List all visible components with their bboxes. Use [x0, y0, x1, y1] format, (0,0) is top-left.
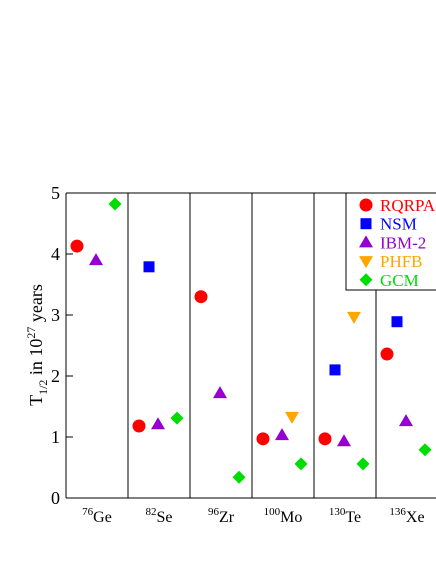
marker — [232, 470, 246, 484]
marker — [391, 316, 403, 328]
ylabel-part: years — [26, 284, 46, 326]
x-tick-label: 136Xe — [389, 506, 424, 526]
y-axis-label: T1/2 in 1027 years — [24, 284, 50, 406]
ylabel-part: 1/2 — [36, 380, 50, 395]
legend-box — [345, 192, 436, 291]
legend-label: GCM — [380, 271, 419, 290]
marker — [347, 311, 361, 324]
legend-marker — [359, 198, 373, 212]
mass-number: 82 — [146, 506, 157, 518]
element-symbol: Mo — [280, 509, 302, 526]
y-tick-label: 2 — [51, 366, 60, 386]
marker — [418, 443, 432, 457]
x-tick-label: 82Se — [146, 506, 173, 526]
ylabel-part: T — [26, 395, 46, 406]
marker — [356, 457, 370, 471]
marker — [143, 261, 155, 273]
marker — [256, 432, 270, 446]
element-symbol: Zr — [219, 509, 235, 526]
marker — [337, 434, 351, 447]
x-tick-label: 100Mo — [264, 506, 303, 526]
marker — [170, 411, 184, 425]
marker — [108, 197, 122, 211]
x-tick-label: 76Ge — [82, 506, 112, 526]
element-symbol: Se — [157, 509, 173, 526]
marker — [380, 347, 394, 361]
mass-number: 100 — [264, 506, 281, 518]
legend-marker — [359, 235, 373, 248]
y-tick-label: 4 — [51, 244, 60, 264]
marker — [89, 253, 103, 266]
marker — [194, 290, 208, 304]
element-symbol: Te — [345, 509, 361, 526]
y-tick-label: 5 — [51, 183, 60, 203]
y-tick-label: 0 — [51, 488, 60, 508]
marker — [275, 428, 289, 441]
mass-number: 96 — [208, 506, 220, 518]
marker — [399, 414, 413, 427]
marker — [294, 457, 308, 471]
mass-number: 76 — [82, 506, 94, 518]
marker — [329, 364, 341, 376]
ylabel-part: 27 — [24, 327, 38, 339]
marker — [70, 239, 84, 253]
legend-label: RQRPA — [380, 196, 436, 215]
legend-label: PHFB — [380, 252, 423, 271]
marker — [213, 386, 227, 399]
legend-marker — [359, 273, 373, 287]
element-symbol: Xe — [406, 509, 425, 526]
x-tick-label: 96Zr — [208, 506, 235, 526]
legend-label: IBM-2 — [380, 233, 426, 252]
marker — [318, 432, 332, 446]
element-symbol: Ge — [93, 509, 112, 526]
marker — [285, 411, 299, 424]
x-tick-label: 130Te — [329, 506, 361, 526]
marker — [151, 417, 165, 430]
y-tick-label: 1 — [51, 427, 60, 447]
legend-label: NSM — [380, 215, 417, 234]
legend-marker — [360, 218, 372, 230]
mass-number: 130 — [329, 506, 346, 518]
y-tick-label: 3 — [51, 305, 60, 325]
mass-number: 136 — [389, 506, 406, 518]
marker — [132, 419, 146, 433]
ylabel-part: in 10 — [26, 339, 46, 380]
legend-marker — [359, 256, 373, 269]
